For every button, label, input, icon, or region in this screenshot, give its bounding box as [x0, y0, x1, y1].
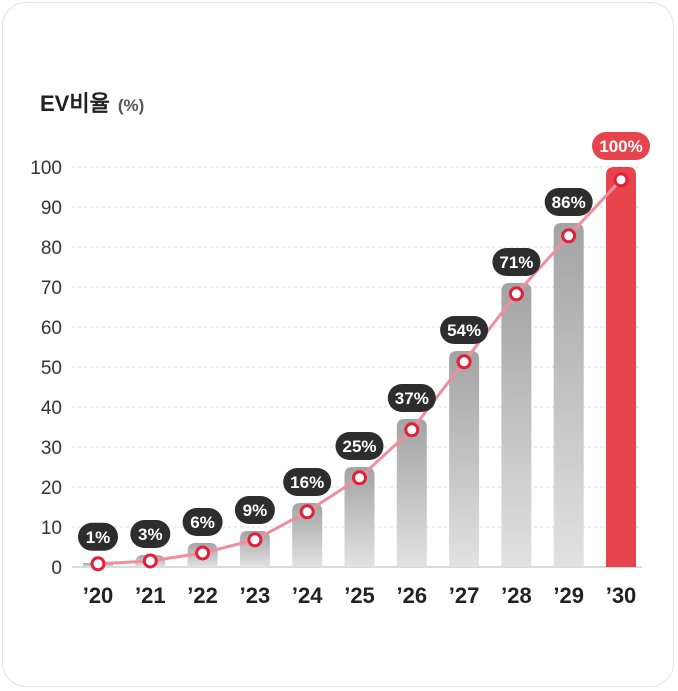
x-tick-label: ’22	[187, 583, 218, 608]
x-tick-label: ’26	[397, 583, 428, 608]
y-tick-label: 60	[41, 318, 62, 339]
bar	[606, 167, 636, 567]
x-tick-label: ’23	[240, 583, 271, 608]
value-label: 1%	[86, 528, 111, 547]
x-tick-label: ’28	[501, 583, 532, 608]
y-tick-label: 20	[41, 478, 62, 499]
bar	[396, 419, 427, 567]
y-tick-label: 10	[41, 518, 62, 539]
value-label-pill	[440, 316, 489, 344]
bar	[553, 223, 584, 567]
y-tick-label: 30	[41, 438, 62, 459]
bar	[239, 531, 270, 567]
trend-marker	[247, 532, 263, 548]
y-tick-label: 80	[41, 238, 62, 259]
y-tick-label: 40	[41, 398, 62, 419]
x-tick-label: ’25	[344, 583, 375, 608]
value-label: 37%	[395, 389, 429, 408]
y-tick-label: 70	[41, 278, 62, 299]
trend-marker	[613, 172, 629, 188]
trend-marker	[299, 504, 315, 520]
value-label: 54%	[447, 321, 481, 340]
value-label-pill	[283, 468, 332, 496]
y-tick-label: 100	[30, 158, 62, 179]
trend-marker	[508, 286, 524, 302]
x-tick-label: ’24	[292, 583, 323, 608]
chart-title: EV비율 (%)	[40, 86, 144, 118]
bar	[449, 351, 480, 567]
value-label-pill	[592, 132, 650, 160]
value-label: 71%	[499, 253, 533, 272]
value-label-pill	[78, 522, 118, 551]
trend-marker	[195, 545, 211, 561]
bar	[292, 503, 323, 567]
value-label-pill	[492, 248, 541, 276]
value-label-pill	[335, 432, 384, 460]
bar	[501, 283, 532, 567]
value-label: 3%	[138, 525, 163, 544]
trend-marker	[352, 470, 367, 486]
value-label-pill	[544, 188, 593, 216]
y-tick-label: 0	[51, 558, 62, 579]
trend-marker	[456, 354, 472, 370]
trend-marker	[561, 228, 577, 244]
value-label: 86%	[552, 193, 586, 212]
value-label: 6%	[190, 513, 215, 532]
x-tick-label: ’30	[606, 583, 637, 608]
bar	[344, 467, 375, 567]
trend-marker	[90, 556, 106, 572]
trend-marker	[142, 553, 158, 569]
chart-unit: (%)	[117, 96, 145, 115]
value-label-pill	[182, 508, 223, 536]
trend-marker	[404, 422, 420, 438]
chart-title-text: EV비율	[40, 91, 110, 116]
x-tick-label: ’21	[135, 583, 166, 608]
x-tick-label: ’20	[83, 583, 114, 608]
value-label: 25%	[342, 437, 376, 456]
value-label: 9%	[243, 501, 268, 520]
value-label-pill	[387, 384, 436, 412]
x-tick-label: ’29	[553, 583, 584, 608]
value-label-pill	[130, 520, 171, 548]
y-tick-label: 90	[41, 198, 62, 219]
x-tick-label: ’27	[449, 583, 480, 608]
value-label: 16%	[290, 473, 324, 492]
value-label: 100%	[599, 137, 642, 156]
y-tick-label: 50	[41, 358, 62, 379]
value-label-pill	[234, 496, 275, 524]
